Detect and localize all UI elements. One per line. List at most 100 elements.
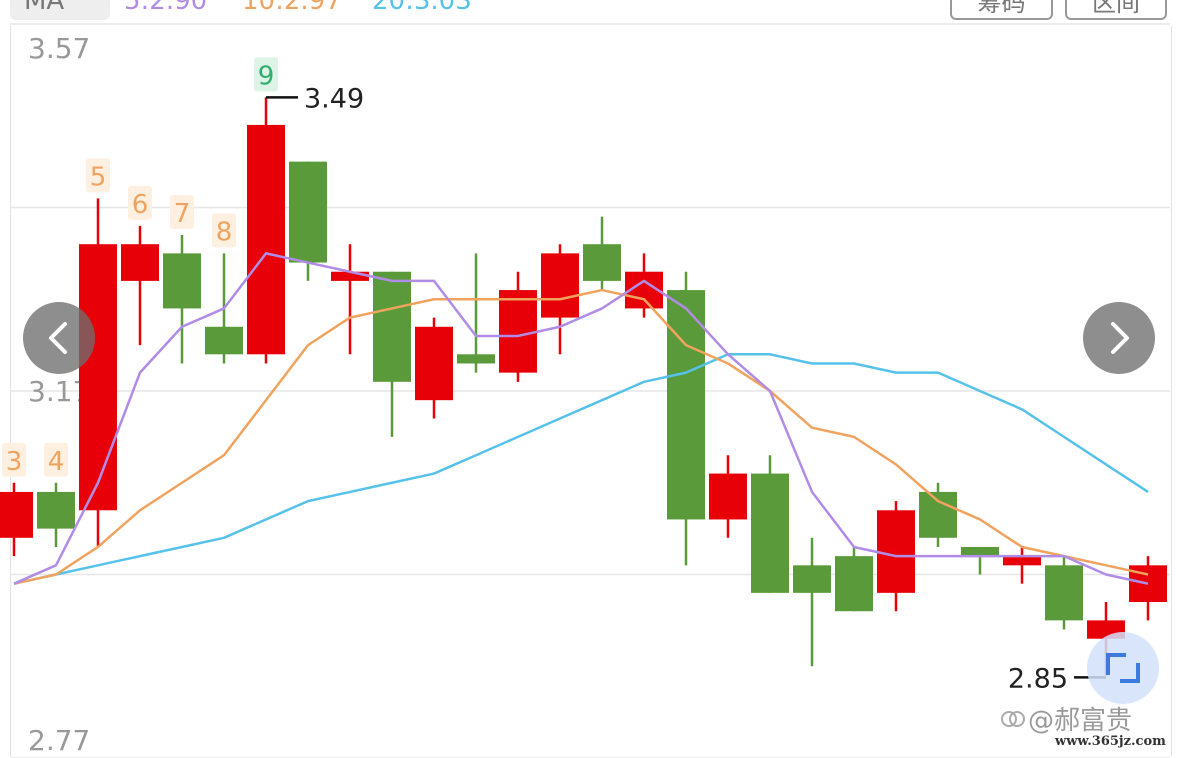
ma5-value: 5:2.90 bbox=[124, 0, 208, 16]
candle-body bbox=[835, 556, 873, 612]
candle-body bbox=[541, 253, 579, 318]
chevron-right-icon bbox=[1111, 322, 1129, 354]
candle-body bbox=[37, 491, 75, 529]
candle-body bbox=[163, 253, 201, 309]
count-labels: 3 4 56 78 9 bbox=[2, 57, 278, 477]
candle-body bbox=[709, 473, 747, 520]
watermark: @郝富贵 www.365jz.com bbox=[1000, 700, 1175, 754]
grid-lines bbox=[10, 23, 1170, 758]
moving-averages bbox=[13, 252, 1149, 585]
next-button[interactable] bbox=[1083, 302, 1155, 374]
candle bbox=[961, 546, 999, 575]
candle bbox=[625, 253, 663, 318]
y-tick-label: 2.77 bbox=[28, 724, 90, 757]
candle-body bbox=[793, 565, 831, 593]
count-label-bg bbox=[44, 442, 68, 477]
candle bbox=[37, 482, 75, 547]
count-label-bg bbox=[212, 213, 236, 248]
watermark-logo-icon bbox=[1001, 711, 1025, 727]
candle bbox=[1003, 546, 1041, 584]
candle-body bbox=[289, 161, 327, 263]
ma-selector[interactable]: MA bbox=[10, 0, 110, 20]
candle bbox=[289, 161, 327, 281]
candle-body bbox=[961, 546, 999, 557]
count-label-text: 4 bbox=[48, 447, 65, 477]
candle bbox=[1045, 556, 1083, 630]
y-axis-labels: 3.573.172.77 bbox=[28, 32, 90, 757]
count-label: 6 bbox=[128, 185, 152, 220]
expand-icon bbox=[1106, 653, 1140, 683]
candle bbox=[79, 198, 117, 547]
candle-body bbox=[247, 124, 285, 355]
candle-body bbox=[877, 510, 915, 593]
candle bbox=[121, 225, 159, 346]
count-label: 9 bbox=[254, 57, 278, 92]
candle-body bbox=[1045, 565, 1083, 621]
ma20-value: 20:3.03 bbox=[372, 0, 472, 16]
watermark-url: www.365jz.com bbox=[1055, 734, 1166, 749]
candle bbox=[415, 317, 453, 419]
candle-body bbox=[331, 271, 369, 281]
candle bbox=[373, 271, 411, 437]
candle bbox=[793, 537, 831, 667]
candle-body bbox=[205, 326, 243, 355]
low-marker-label: 2.85 bbox=[1008, 663, 1068, 694]
candle bbox=[919, 482, 957, 547]
ma10-line bbox=[13, 288, 1149, 585]
candle-body bbox=[373, 271, 411, 382]
count-label-bg bbox=[86, 158, 110, 193]
count-label-text: 3 bbox=[6, 447, 23, 477]
candle bbox=[667, 271, 705, 566]
candle-body bbox=[1003, 556, 1041, 566]
candles bbox=[0, 97, 1167, 676]
count-label-text: 9 bbox=[258, 61, 275, 91]
candle-body bbox=[457, 354, 495, 364]
candle bbox=[163, 235, 201, 364]
count-label-bg bbox=[2, 442, 26, 477]
count-label-text: 6 bbox=[132, 190, 149, 220]
prev-button[interactable] bbox=[23, 302, 95, 374]
candle-body bbox=[121, 244, 159, 281]
range-button[interactable]: 区间 bbox=[1065, 0, 1167, 20]
candle bbox=[457, 253, 495, 373]
candle-body bbox=[919, 491, 957, 538]
watermark-text: @郝富贵 bbox=[1028, 706, 1133, 736]
candle-body bbox=[0, 491, 33, 538]
ma5-line bbox=[13, 252, 1149, 585]
candle bbox=[247, 97, 285, 364]
candle bbox=[751, 455, 789, 593]
count-label: 5 bbox=[86, 158, 110, 193]
candle-body bbox=[499, 290, 537, 373]
count-label-text: 8 bbox=[216, 217, 233, 247]
chart-header: MA 5:2.90 10:2.97 20:3.03 筹码 区间 bbox=[0, 0, 1179, 26]
candle bbox=[331, 244, 369, 355]
chevron-left-icon bbox=[49, 322, 67, 354]
candle bbox=[499, 271, 537, 382]
count-label-bg bbox=[170, 195, 194, 230]
ma20-line bbox=[13, 353, 1149, 585]
extreme-markers: 3.49 2.85 bbox=[266, 83, 1106, 694]
y-tick-label: 3.57 bbox=[28, 32, 90, 65]
expand-button[interactable] bbox=[1087, 632, 1159, 704]
count-label-bg bbox=[254, 57, 278, 92]
count-label: 8 bbox=[212, 213, 236, 248]
candle bbox=[0, 482, 33, 557]
candle-body bbox=[79, 244, 117, 511]
candle-body bbox=[415, 326, 453, 401]
candle-body bbox=[583, 244, 621, 281]
candle bbox=[583, 216, 621, 291]
count-label-bg bbox=[128, 185, 152, 220]
count-label: 7 bbox=[170, 195, 194, 230]
count-label: 3 bbox=[2, 442, 26, 477]
candle bbox=[1129, 556, 1167, 621]
candle-body bbox=[667, 290, 705, 520]
high-marker-label: 3.49 bbox=[304, 83, 364, 114]
ma10-value: 10:2.97 bbox=[242, 0, 342, 16]
count-label: 4 bbox=[44, 442, 68, 477]
chips-button[interactable]: 筹码 bbox=[950, 0, 1053, 20]
candle-body bbox=[751, 473, 789, 593]
count-label-text: 5 bbox=[90, 162, 107, 192]
candle bbox=[835, 546, 873, 612]
count-label-text: 7 bbox=[174, 199, 191, 229]
